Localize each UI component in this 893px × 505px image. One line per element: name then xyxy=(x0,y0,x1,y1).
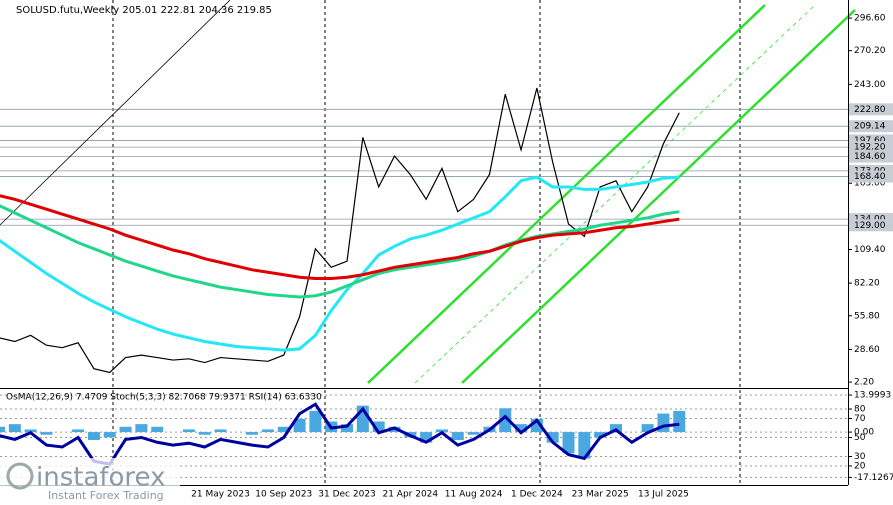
y-tick-label: 163.00 xyxy=(854,179,886,189)
x-tick-label: 21 Apr 2024 xyxy=(382,490,438,500)
histogram-bar xyxy=(214,429,227,433)
histogram-bar xyxy=(151,426,164,433)
histogram-bar xyxy=(451,432,464,441)
series-line xyxy=(0,194,680,280)
level-label: 168.40 xyxy=(854,172,886,182)
histogram-bar xyxy=(515,424,528,433)
x-tick-label: 31 Dec 2023 xyxy=(318,490,376,500)
indicator-title: OsMA(12,26,9) 7.4709 Stoch(5,3,3) 82.706… xyxy=(6,393,322,403)
histogram-bar xyxy=(309,410,322,433)
x-tick-label: 1 Dec 2024 xyxy=(511,490,563,500)
series-line xyxy=(0,204,680,299)
histogram-bar xyxy=(578,432,591,459)
x-tick-label: 10 Sep 2023 xyxy=(255,490,312,500)
level-label: 209.14 xyxy=(854,122,886,132)
separators xyxy=(112,0,741,485)
x-tick-label: 21 May 2023 xyxy=(191,490,250,500)
histogram-bar xyxy=(467,432,480,435)
histogram-bar xyxy=(341,424,354,433)
logo-icon xyxy=(6,462,34,490)
level-label: 197.60 xyxy=(854,136,886,146)
y-tick-label: 50 xyxy=(854,433,866,443)
histogram-bar xyxy=(499,408,512,433)
histogram-bar xyxy=(594,432,607,438)
histogram-bar xyxy=(372,421,385,433)
level-box xyxy=(849,103,893,116)
trend-lines xyxy=(0,0,856,384)
histogram-bar xyxy=(609,424,622,433)
histogram-bar xyxy=(103,432,116,438)
y-tick-label: 70 xyxy=(854,414,866,424)
y-tick-label: 82.20 xyxy=(854,279,880,289)
histogram-bar xyxy=(277,426,290,433)
level-label: 184.60 xyxy=(854,152,886,162)
y-tick-label: 55.80 xyxy=(854,311,880,321)
level-box xyxy=(849,170,893,183)
level-box xyxy=(849,120,893,133)
x-tick-label: 11 Aug 2024 xyxy=(445,490,503,500)
y-tick-label: 296.60 xyxy=(854,14,886,24)
histogram-bar xyxy=(0,426,5,433)
y-tick-label: 30 xyxy=(854,452,866,462)
level-label: 192.20 xyxy=(854,143,886,153)
histogram-bar xyxy=(246,432,259,435)
histogram-bar xyxy=(119,426,132,433)
histogram-bar xyxy=(420,432,433,443)
histogram-bar xyxy=(673,410,686,433)
y-tick-label: 80 xyxy=(854,405,866,415)
histogram-bar xyxy=(198,432,211,435)
histogram-bar xyxy=(87,432,100,441)
histogram-bar xyxy=(24,429,37,433)
y-tick-label: 13.9993 xyxy=(854,391,891,401)
series-line xyxy=(0,87,680,374)
y-tick-label: 28.60 xyxy=(854,345,880,355)
x-tick-label: 13 Jul 2025 xyxy=(638,490,689,500)
chart-title: SOLUSD.futu,Weekly 205.01 222.81 204.36 … xyxy=(16,5,272,16)
labels: 2.20 28.60 55.80 82.20 109.40 163.00 243.00 270… xyxy=(191,14,893,500)
histogram-bar xyxy=(135,424,148,433)
histogram-bar xyxy=(562,432,575,454)
y-tick-label: 20 xyxy=(854,462,866,472)
level-box xyxy=(849,150,893,163)
level-label: 222.80 xyxy=(854,105,886,115)
y-tick-label: 109.40 xyxy=(854,245,886,255)
logo-tagline: Instant Forex Trading xyxy=(48,489,164,502)
histogram-bar xyxy=(261,429,274,433)
histogram-bar xyxy=(641,424,654,433)
histogram-bar xyxy=(435,429,448,433)
histogram-bar xyxy=(8,424,21,433)
level-label: 129.00 xyxy=(854,221,886,231)
y-tick-label: -17.1267 xyxy=(854,473,893,483)
y-tick-label: 2.20 xyxy=(854,378,874,388)
y-tick-label: 243.00 xyxy=(854,80,886,90)
x-tick-label: 23 Mar 2025 xyxy=(572,490,629,500)
logo-name: instaforex xyxy=(36,463,165,493)
histogram-bar xyxy=(40,432,53,435)
y-tick-label: 0.00 xyxy=(854,428,874,438)
y-tick-label: 270.20 xyxy=(854,46,886,56)
histogram-bar xyxy=(72,429,85,433)
histogram-bar xyxy=(293,418,306,433)
level-box xyxy=(849,141,893,154)
histogram-bar xyxy=(546,432,559,443)
histogram-bar xyxy=(182,429,195,433)
level-box xyxy=(849,219,893,232)
series-line xyxy=(0,175,680,352)
